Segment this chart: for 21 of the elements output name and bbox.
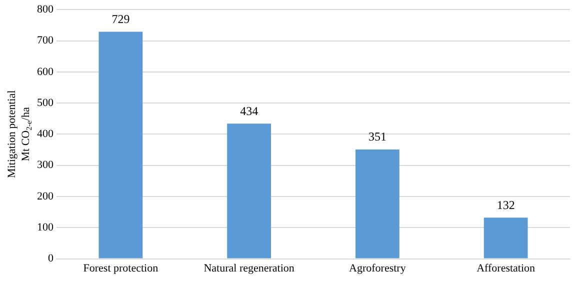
- y-tick-label: 300: [37, 159, 54, 172]
- y-tick-label: 700: [37, 34, 54, 47]
- y-tick-label: 800: [37, 3, 54, 16]
- data-label: 729: [112, 12, 130, 26]
- y-tick-label: 400: [37, 128, 54, 140]
- x-tick-label: Forest protection: [83, 262, 159, 274]
- y-tick-label: 100: [37, 222, 54, 234]
- data-label: 351: [368, 130, 386, 144]
- bar: [484, 218, 528, 258]
- x-tick-label: Agroforestry: [349, 262, 406, 274]
- y-tick-label: 200: [37, 190, 54, 202]
- x-tick-label: Afforestation: [476, 262, 536, 274]
- bar: [227, 124, 272, 258]
- bar: [98, 32, 143, 258]
- y-tick-label: 600: [37, 66, 54, 78]
- data-label: 434: [240, 104, 258, 118]
- y-tick-label: 500: [37, 96, 54, 109]
- y-tick-label: 0: [48, 252, 54, 265]
- data-label: 132: [496, 198, 515, 212]
- bar: [355, 149, 400, 258]
- x-tick-label: Natural regeneration: [204, 262, 295, 274]
